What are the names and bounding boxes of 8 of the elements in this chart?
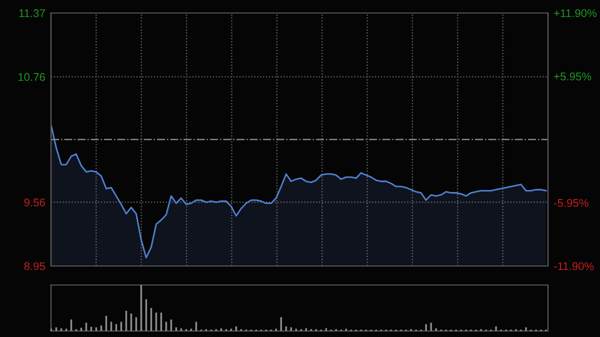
y2-tick-label: -5.95%	[554, 199, 588, 207]
y-tick-label: 8.95	[24, 262, 45, 270]
y-tick-label: 10.76	[18, 73, 45, 81]
y2-tick-label: +11.90%	[554, 9, 597, 18]
y-tick-label: 9.56	[24, 198, 45, 206]
y2-tick-label: -11.90%	[554, 262, 594, 270]
y2-tick-label: +5.95%	[554, 72, 592, 80]
y-tick-label: 11.37	[19, 9, 45, 18]
